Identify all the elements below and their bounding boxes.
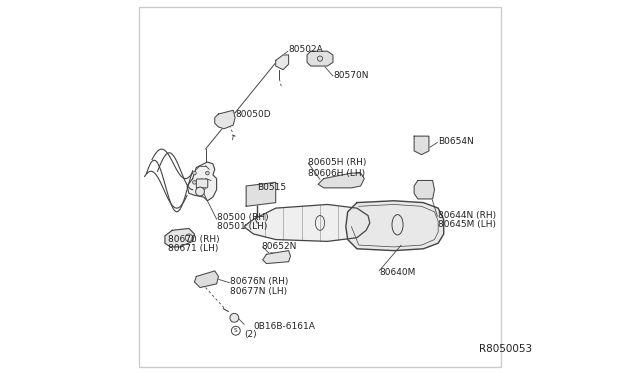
Polygon shape — [165, 228, 195, 247]
Text: 80502A: 80502A — [289, 45, 323, 54]
FancyBboxPatch shape — [196, 179, 208, 188]
Text: 80652N: 80652N — [261, 243, 296, 251]
Circle shape — [196, 187, 204, 196]
Text: 80606H (LH): 80606H (LH) — [308, 169, 365, 177]
Text: 80501 (LH): 80501 (LH) — [216, 222, 267, 231]
Text: 80644N (RH): 80644N (RH) — [438, 211, 496, 220]
Polygon shape — [244, 205, 370, 241]
Text: 80677N (LH): 80677N (LH) — [230, 287, 287, 296]
Polygon shape — [195, 271, 218, 288]
Text: S: S — [234, 328, 237, 333]
Text: (2): (2) — [244, 330, 257, 339]
Polygon shape — [346, 201, 444, 251]
Text: 80570N: 80570N — [333, 71, 369, 80]
Text: 80605H (RH): 80605H (RH) — [308, 157, 367, 167]
Text: 80670 (RH): 80670 (RH) — [168, 235, 220, 244]
Text: 80050D: 80050D — [235, 109, 271, 119]
Circle shape — [205, 171, 209, 175]
Polygon shape — [307, 51, 333, 66]
Text: B0654N: B0654N — [438, 137, 474, 146]
Polygon shape — [215, 110, 235, 129]
Text: 80676N (RH): 80676N (RH) — [230, 278, 288, 286]
Polygon shape — [187, 162, 216, 201]
Text: 80500 (RH): 80500 (RH) — [216, 213, 268, 222]
Polygon shape — [414, 136, 429, 155]
Polygon shape — [318, 173, 364, 188]
Text: 0B16B-6161A: 0B16B-6161A — [253, 322, 316, 331]
Text: 80645M (LH): 80645M (LH) — [438, 220, 496, 229]
Polygon shape — [263, 251, 291, 263]
Circle shape — [193, 180, 196, 184]
Text: 80671 (LH): 80671 (LH) — [168, 244, 218, 253]
Text: B0515: B0515 — [257, 183, 286, 192]
Polygon shape — [246, 182, 276, 206]
Circle shape — [193, 171, 196, 175]
Circle shape — [230, 313, 239, 322]
Polygon shape — [276, 55, 289, 70]
Text: R8050053: R8050053 — [479, 344, 532, 354]
Polygon shape — [414, 180, 435, 199]
Text: 80640M: 80640M — [379, 268, 415, 277]
